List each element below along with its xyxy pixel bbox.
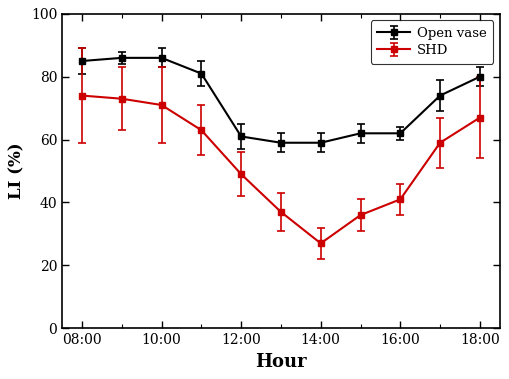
X-axis label: Hour: Hour <box>254 353 306 371</box>
Y-axis label: LI (%): LI (%) <box>8 143 25 199</box>
Legend: Open vase, SHD: Open vase, SHD <box>370 20 492 64</box>
